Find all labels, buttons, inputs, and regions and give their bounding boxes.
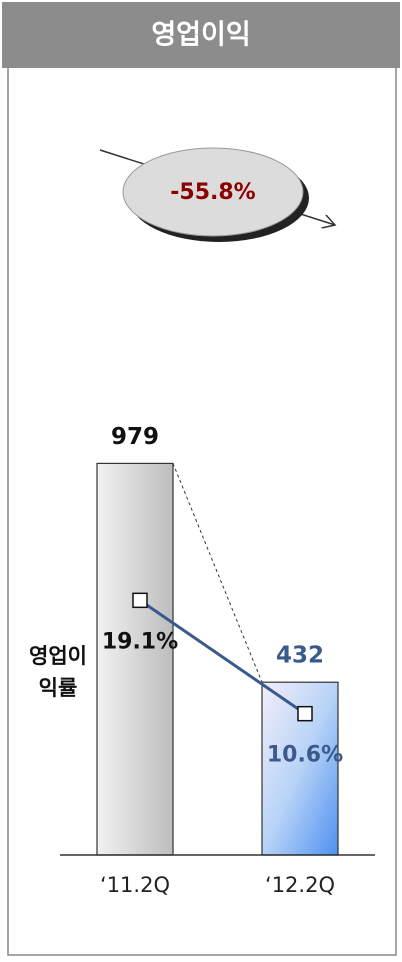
line-value-label: 19.1% [102,629,178,654]
bar-value-label: 432 [276,643,324,669]
chart-title: 영업이익 [151,20,250,51]
annotation: -55.8% [170,180,255,205]
line-marker [132,592,148,609]
bar [96,462,174,856]
badge [122,147,304,237]
line-marker [297,705,313,722]
line [139,599,306,715]
line-value-label: 10.6% [267,743,343,768]
header [2,2,400,68]
series-name: 영업이익률 [29,644,87,700]
bar-value-label: 979 [111,424,159,450]
x-tick-label: ‘12.2Q [265,873,335,897]
connector [172,463,263,683]
x-tick-label: ‘11.2Q [100,873,170,897]
